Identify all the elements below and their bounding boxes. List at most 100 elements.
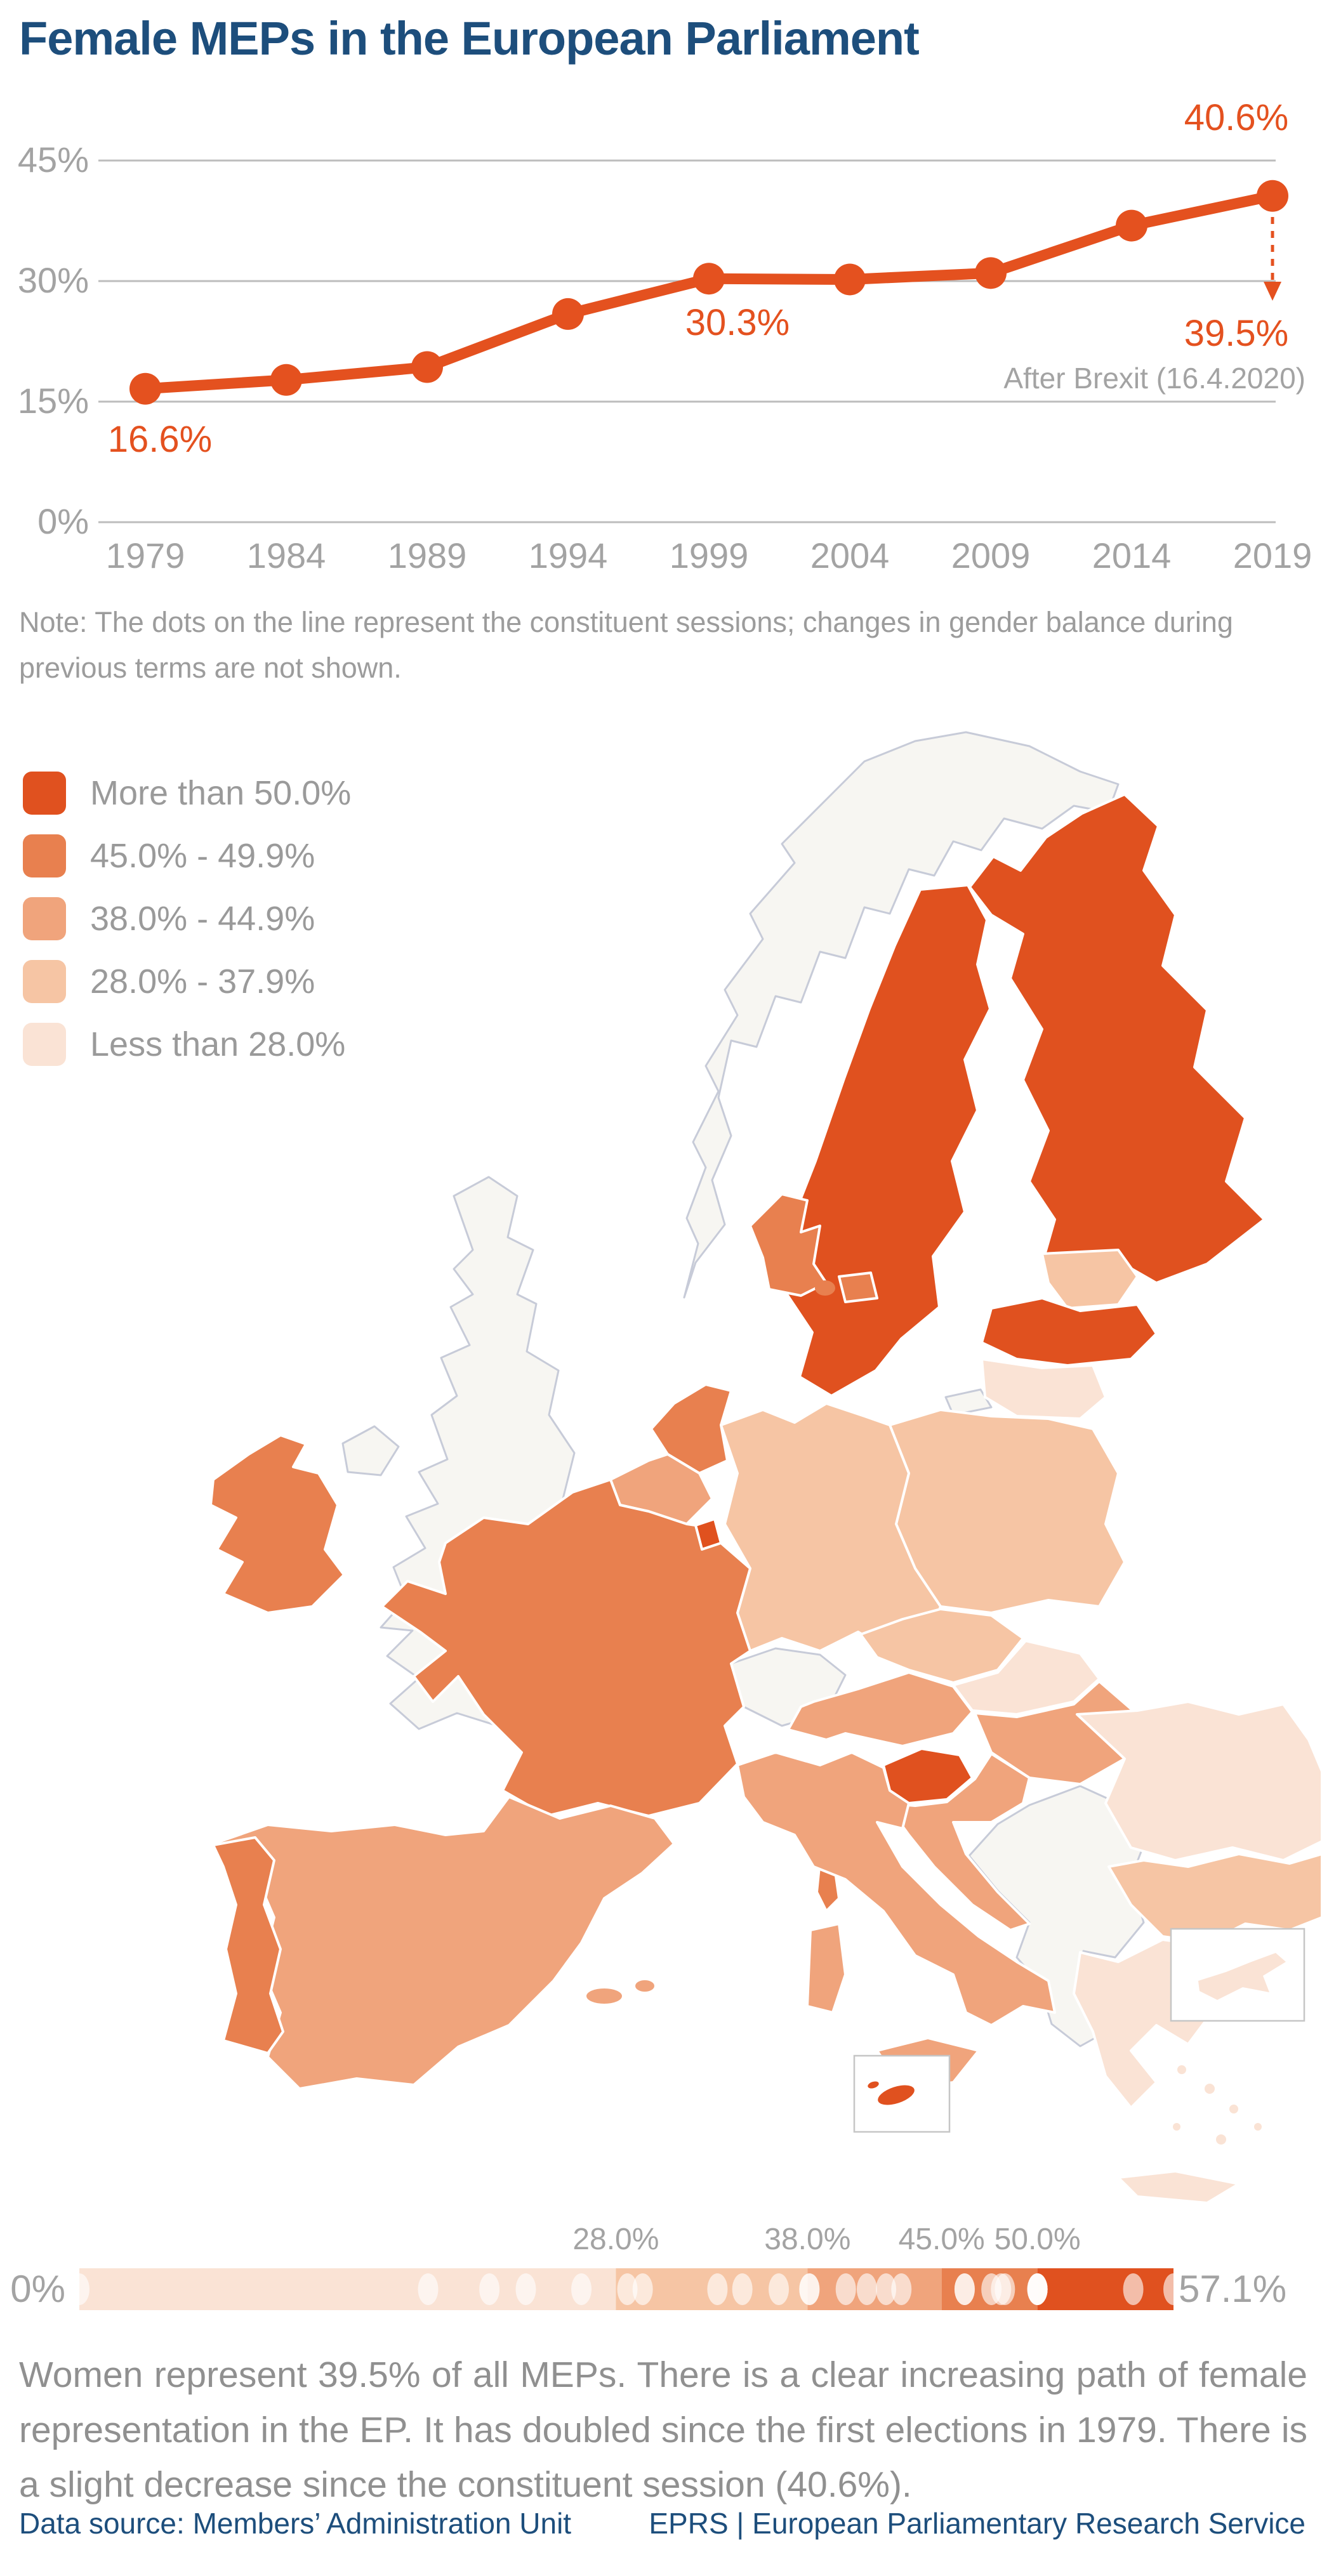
country-slovakia bbox=[952, 1640, 1101, 1716]
legend-swatch-icon bbox=[23, 897, 66, 940]
strip-tick-50.0%: 50.0% bbox=[995, 2223, 1081, 2256]
region-kaliningrad bbox=[944, 1388, 993, 1416]
country-greece bbox=[1117, 2170, 1240, 2204]
country-dot bbox=[479, 2273, 500, 2305]
greek-islands bbox=[1177, 2065, 1186, 2074]
y-tick-label: 45% bbox=[18, 140, 89, 180]
greek-islands bbox=[1173, 2123, 1180, 2131]
legend-item-28_37: 28.0% - 37.9% bbox=[23, 950, 351, 1013]
after-brexit-caption: After Brexit (16.4.2020) bbox=[1003, 362, 1305, 395]
strip-tick-45.0%: 45.0% bbox=[899, 2223, 985, 2256]
europe-choropleth-map bbox=[0, 723, 1322, 2221]
country-dot bbox=[891, 2273, 912, 2305]
map-legend: More than 50.0% 45.0% - 49.9% 38.0% - 44.9… bbox=[23, 761, 351, 1075]
country-austria bbox=[787, 1671, 974, 1747]
x-tick-label-2004: 2004 bbox=[810, 536, 890, 575]
country-spain bbox=[212, 1796, 675, 2090]
eu-countries bbox=[209, 793, 1322, 2204]
greek-islands bbox=[1216, 2134, 1226, 2145]
data-point-1984 bbox=[270, 364, 302, 396]
country-dot bbox=[1123, 2273, 1144, 2305]
country-dot bbox=[617, 2273, 638, 2305]
islands-balearics bbox=[635, 1980, 654, 1992]
legend-swatch-icon bbox=[23, 959, 66, 1003]
annotation-2019: 40.6% bbox=[1184, 97, 1288, 138]
country-dot bbox=[515, 2273, 536, 2305]
y-tick-label: 15% bbox=[18, 381, 89, 421]
distribution-strip: 28.0% 38.0% 45.0% 50.0% 0% 57.1% bbox=[0, 2202, 1322, 2360]
after-brexit-arrowhead-icon bbox=[1264, 282, 1281, 301]
x-tick-label-1984: 1984 bbox=[247, 536, 326, 575]
strip-tick-38.0%: 38.0% bbox=[764, 2223, 850, 2256]
country-dot bbox=[69, 2273, 89, 2305]
country-bulgaria bbox=[1107, 1853, 1322, 1944]
country-dot bbox=[732, 2273, 753, 2305]
country-lithuania bbox=[981, 1358, 1107, 1420]
data-point-1999 bbox=[693, 263, 725, 295]
country-sweden bbox=[779, 884, 991, 1397]
legend-label: 28.0% - 37.9% bbox=[90, 962, 315, 1001]
greek-islands bbox=[1205, 2084, 1215, 2094]
eprs-credit: EPRS | European Parliamentary Research S… bbox=[649, 2507, 1305, 2540]
country-dot bbox=[835, 2273, 856, 2305]
country-cyprus bbox=[1198, 1953, 1286, 2000]
country-malta bbox=[878, 2085, 915, 2105]
country-dot bbox=[418, 2273, 439, 2305]
data-point-1979 bbox=[129, 372, 161, 405]
legend-swatch-icon bbox=[23, 834, 66, 877]
x-tick-label-2019: 2019 bbox=[1233, 536, 1312, 575]
page-title: Female MEPs in the European Parliament bbox=[19, 12, 920, 65]
strip-max-label: 57.1% bbox=[1179, 2268, 1286, 2310]
country-dot bbox=[799, 2273, 820, 2305]
region-northern-ireland bbox=[341, 1425, 400, 1476]
y-tick-label: 30% bbox=[18, 260, 89, 300]
legend-swatch-icon bbox=[23, 1022, 66, 1066]
data-point-1989 bbox=[411, 351, 443, 383]
x-tick-label-1979: 1979 bbox=[106, 536, 185, 575]
line-chart: 0% 15% 30% 45% 1979 1984 1989 1994 1999 2004 2009 2… bbox=[0, 0, 1322, 590]
country-dot bbox=[876, 2273, 897, 2305]
country-estonia bbox=[1041, 1249, 1139, 1310]
country-denmark bbox=[749, 1193, 828, 1297]
data-point-1994 bbox=[552, 298, 584, 330]
country-dot bbox=[1027, 2273, 1048, 2305]
legend-label: 38.0% - 44.9% bbox=[90, 899, 315, 938]
legend-label: Less than 28.0% bbox=[90, 1025, 346, 1063]
country-dot bbox=[571, 2273, 592, 2305]
country-denmark bbox=[838, 1272, 878, 1303]
country-romania bbox=[1076, 1700, 1322, 1862]
country-dot bbox=[769, 2273, 790, 2305]
legend-swatch-icon bbox=[23, 771, 66, 815]
line-chart-svg: 0% 15% 30% 45% 1979 1984 1989 1994 1999 2004 2009 2… bbox=[18, 97, 1312, 575]
x-tick-label-1994: 1994 bbox=[529, 536, 608, 575]
strip-tick-28.0%: 28.0% bbox=[572, 2223, 659, 2256]
country-finland bbox=[968, 793, 1266, 1284]
country-portugal bbox=[212, 1836, 284, 2054]
legend-item-more_than_50: More than 50.0% bbox=[23, 761, 351, 824]
country-italy bbox=[806, 1922, 847, 2014]
x-tick-label-1989: 1989 bbox=[388, 536, 467, 575]
greek-islands bbox=[1229, 2105, 1238, 2113]
country-dot bbox=[856, 2273, 877, 2305]
data-point-2004 bbox=[834, 263, 866, 296]
x-tick-label-1999: 1999 bbox=[670, 536, 749, 575]
data-source: Data source: Members’ Administration Uni… bbox=[19, 2507, 572, 2540]
greek-islands bbox=[1254, 2123, 1262, 2131]
country-dot bbox=[707, 2273, 728, 2305]
after-brexit-value: 39.5% bbox=[1184, 313, 1288, 354]
strip-segment-more_than_50 bbox=[1037, 2268, 1173, 2310]
islands-balearics bbox=[586, 1988, 622, 2004]
country-dot bbox=[1163, 2273, 1184, 2305]
inset-country-shapes bbox=[868, 1953, 1286, 2105]
country-czechia bbox=[859, 1608, 1024, 1684]
footer: Data source: Members’ Administration Uni… bbox=[19, 2506, 1305, 2540]
country-malta bbox=[868, 2081, 879, 2089]
country-dot bbox=[632, 2273, 653, 2305]
country-dot bbox=[954, 2273, 975, 2305]
data-point-2014 bbox=[1116, 209, 1147, 242]
annotation-1979: 16.6% bbox=[108, 419, 212, 460]
country-croatia bbox=[885, 1752, 1031, 1931]
x-tick-label-2014: 2014 bbox=[1092, 536, 1172, 575]
summary-paragraph: Women represent 39.5% of all MEPs. There… bbox=[19, 2355, 1307, 2506]
